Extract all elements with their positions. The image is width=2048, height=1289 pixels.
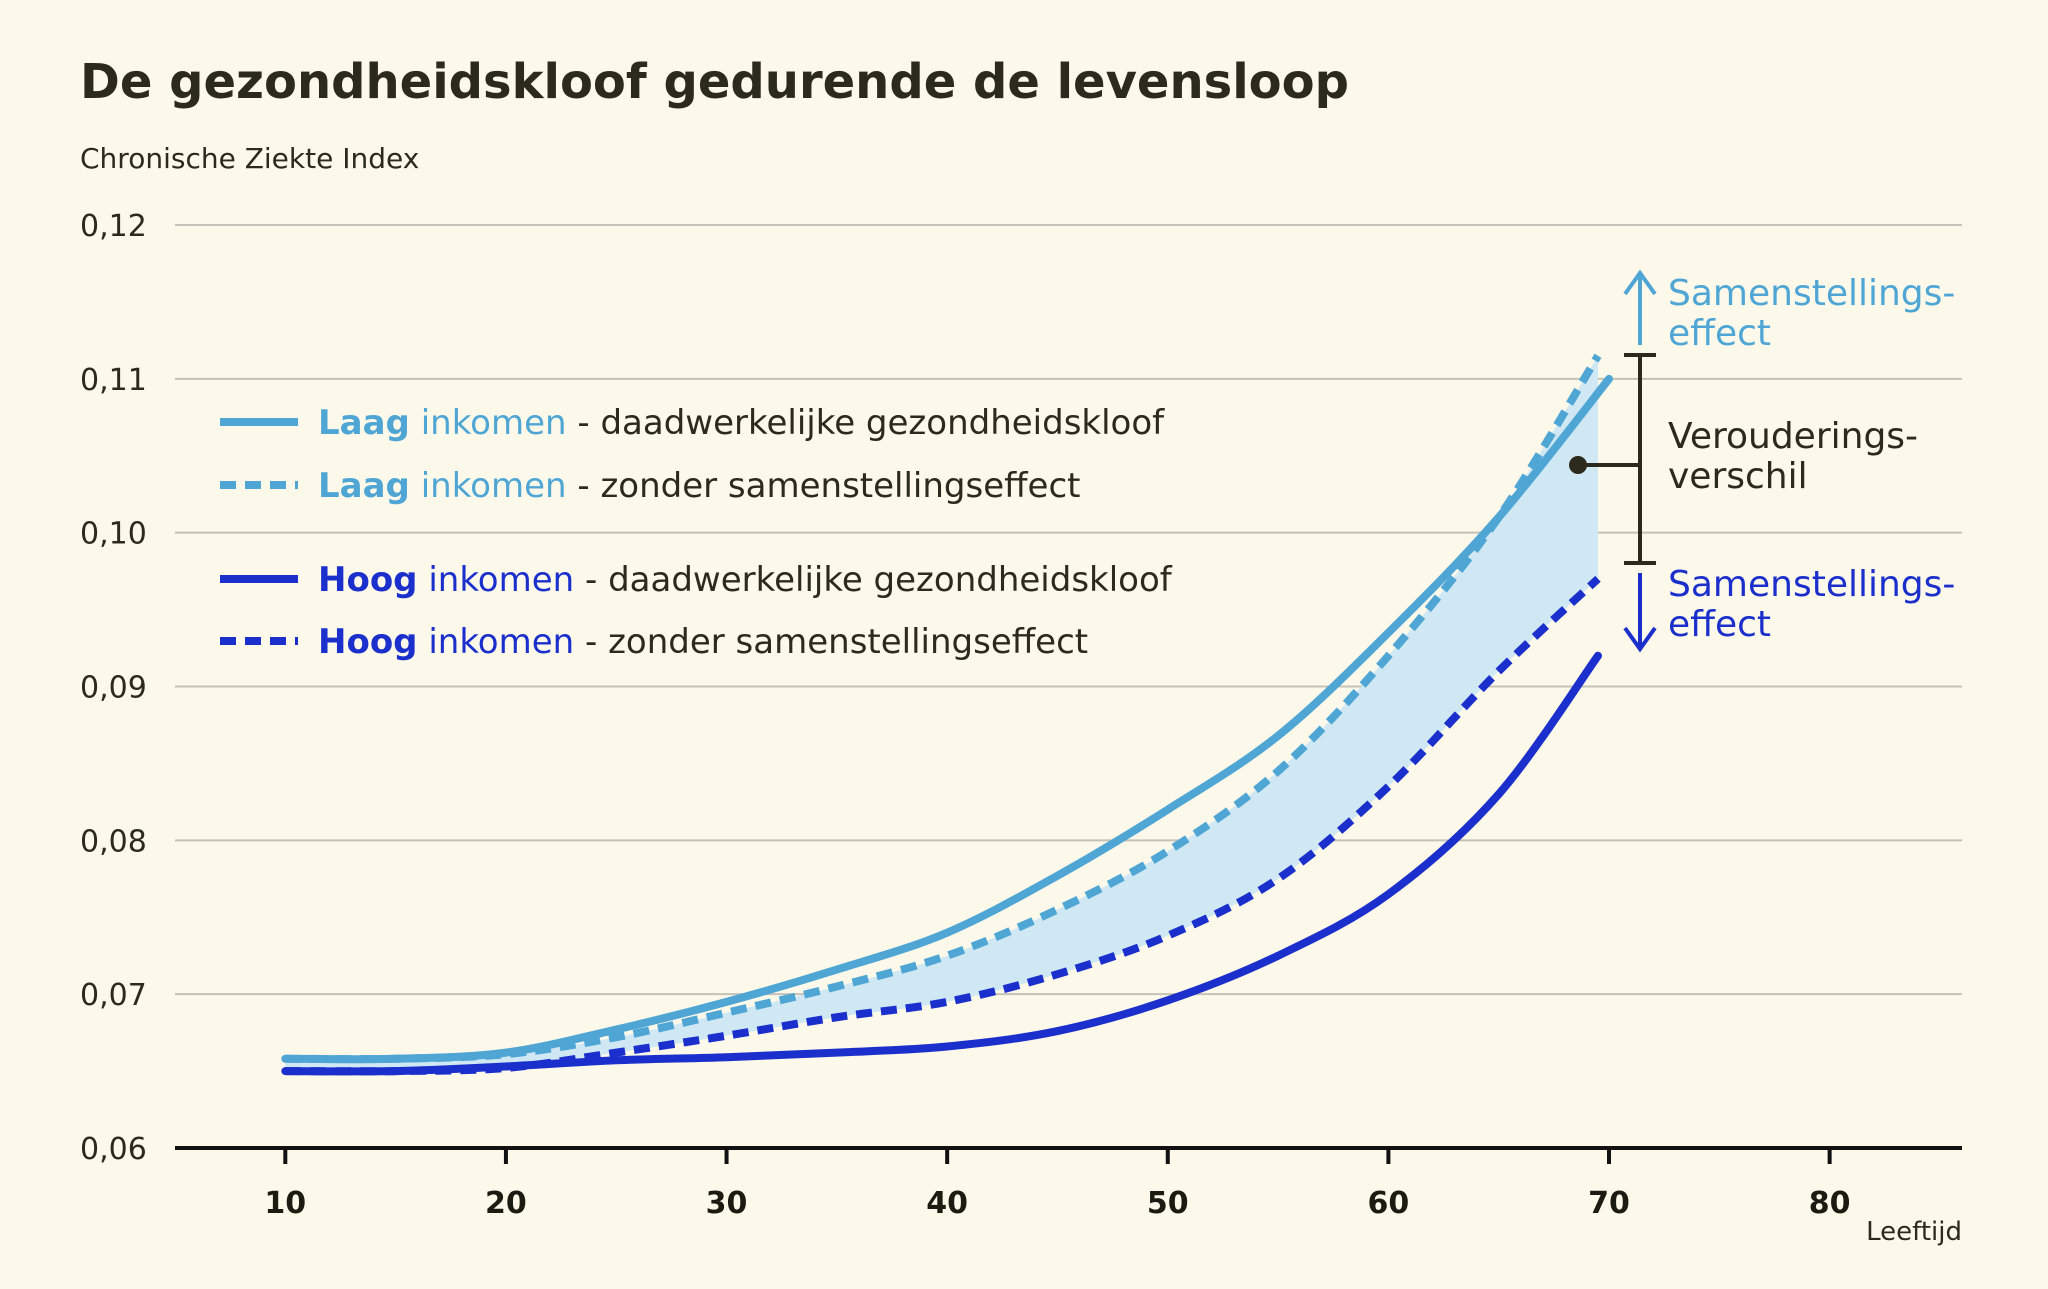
legend-label-rest: - zonder samenstellingseffect	[577, 466, 1080, 506]
chart-title: De gezondheidskloof gedurende de levensl…	[80, 54, 1349, 110]
y-axis-label: Chronische Ziekte Index	[80, 142, 419, 175]
y-tick-label: 0,12	[80, 209, 147, 244]
series-lines	[281, 353, 1614, 1076]
legend-label: Laag inkomen - zonder samenstellingseffe…	[318, 466, 1081, 506]
x-tick-label: 30	[706, 1186, 748, 1221]
legend-label: Hoog inkomen - zonder samenstellingseffe…	[318, 622, 1088, 662]
x-tick-label: 80	[1809, 1186, 1851, 1221]
legend-label-rest: - daadwerkelijke gezondheidskloof	[585, 560, 1173, 600]
legend-label-bold: Laag	[318, 403, 410, 443]
annotation-middle: verschil	[1668, 456, 1808, 497]
x-tick-label: 40	[926, 1186, 968, 1221]
annotations: Samenstellings-effect Verouderings-versch…	[1569, 269, 1955, 653]
x-axis-label: Leeftijd	[1866, 1217, 1962, 1247]
y-tick-label: 0,11	[80, 363, 147, 398]
legend-label-word: inkomen	[410, 466, 577, 506]
y-tick-label: 0,06	[80, 1132, 147, 1167]
series-line-high-no-comp	[285, 575, 1601, 1076]
legend-label: Hoog inkomen - daadwerkelijke gezondheid…	[318, 560, 1173, 600]
legend-label-rest: - zonder samenstellingseffect	[585, 622, 1088, 662]
y-tick-label: 0,10	[80, 517, 147, 552]
difference-band	[285, 355, 1598, 1072]
annotation-top: effect	[1668, 313, 1771, 354]
legend-label: Laag inkomen - daadwerkelijke gezondheid…	[318, 403, 1165, 443]
annotation-bottom: Samenstellings-	[1668, 564, 1955, 605]
legend-label-word: inkomen	[410, 403, 577, 443]
legend-label-bold: Laag	[318, 466, 410, 506]
x-tick-label: 60	[1368, 1186, 1410, 1221]
legend-label-bold: Hoog	[318, 622, 418, 662]
x-tick-label: 20	[485, 1186, 527, 1221]
annotation-middle: Verouderings-	[1668, 416, 1918, 457]
legend-label-word: inkomen	[418, 560, 585, 600]
gridlines	[175, 224, 1962, 996]
x-tick-label: 50	[1147, 1186, 1189, 1221]
legend-label-rest: - daadwerkelijke gezondheidskloof	[577, 403, 1165, 443]
arrow-down-head	[1623, 626, 1657, 653]
x-tick-label: 10	[264, 1186, 306, 1221]
annotation-bottom: effect	[1668, 604, 1771, 645]
y-tick-label: 0,09	[80, 671, 147, 706]
legend-label-bold: Hoog	[318, 560, 418, 600]
x-tick-label: 70	[1588, 1186, 1630, 1221]
annotation-top: Samenstellings-	[1668, 273, 1955, 314]
series-line-low-actual	[281, 374, 1614, 1064]
arrow-up-head	[1623, 269, 1657, 296]
y-tick-label: 0,07	[80, 978, 147, 1013]
bracket-dot	[1569, 456, 1587, 474]
axes: 0,06 0,07 0,08 0,09 0,10 0,11 0,12 10 20 30 40 50 60…	[80, 209, 1962, 1247]
legend-label-word: inkomen	[418, 622, 585, 662]
y-tick-label: 0,08	[80, 824, 147, 859]
legend: Laag inkomen - daadwerkelijke gezondheid…	[220, 403, 1173, 662]
series-line-high-actual	[281, 651, 1602, 1076]
